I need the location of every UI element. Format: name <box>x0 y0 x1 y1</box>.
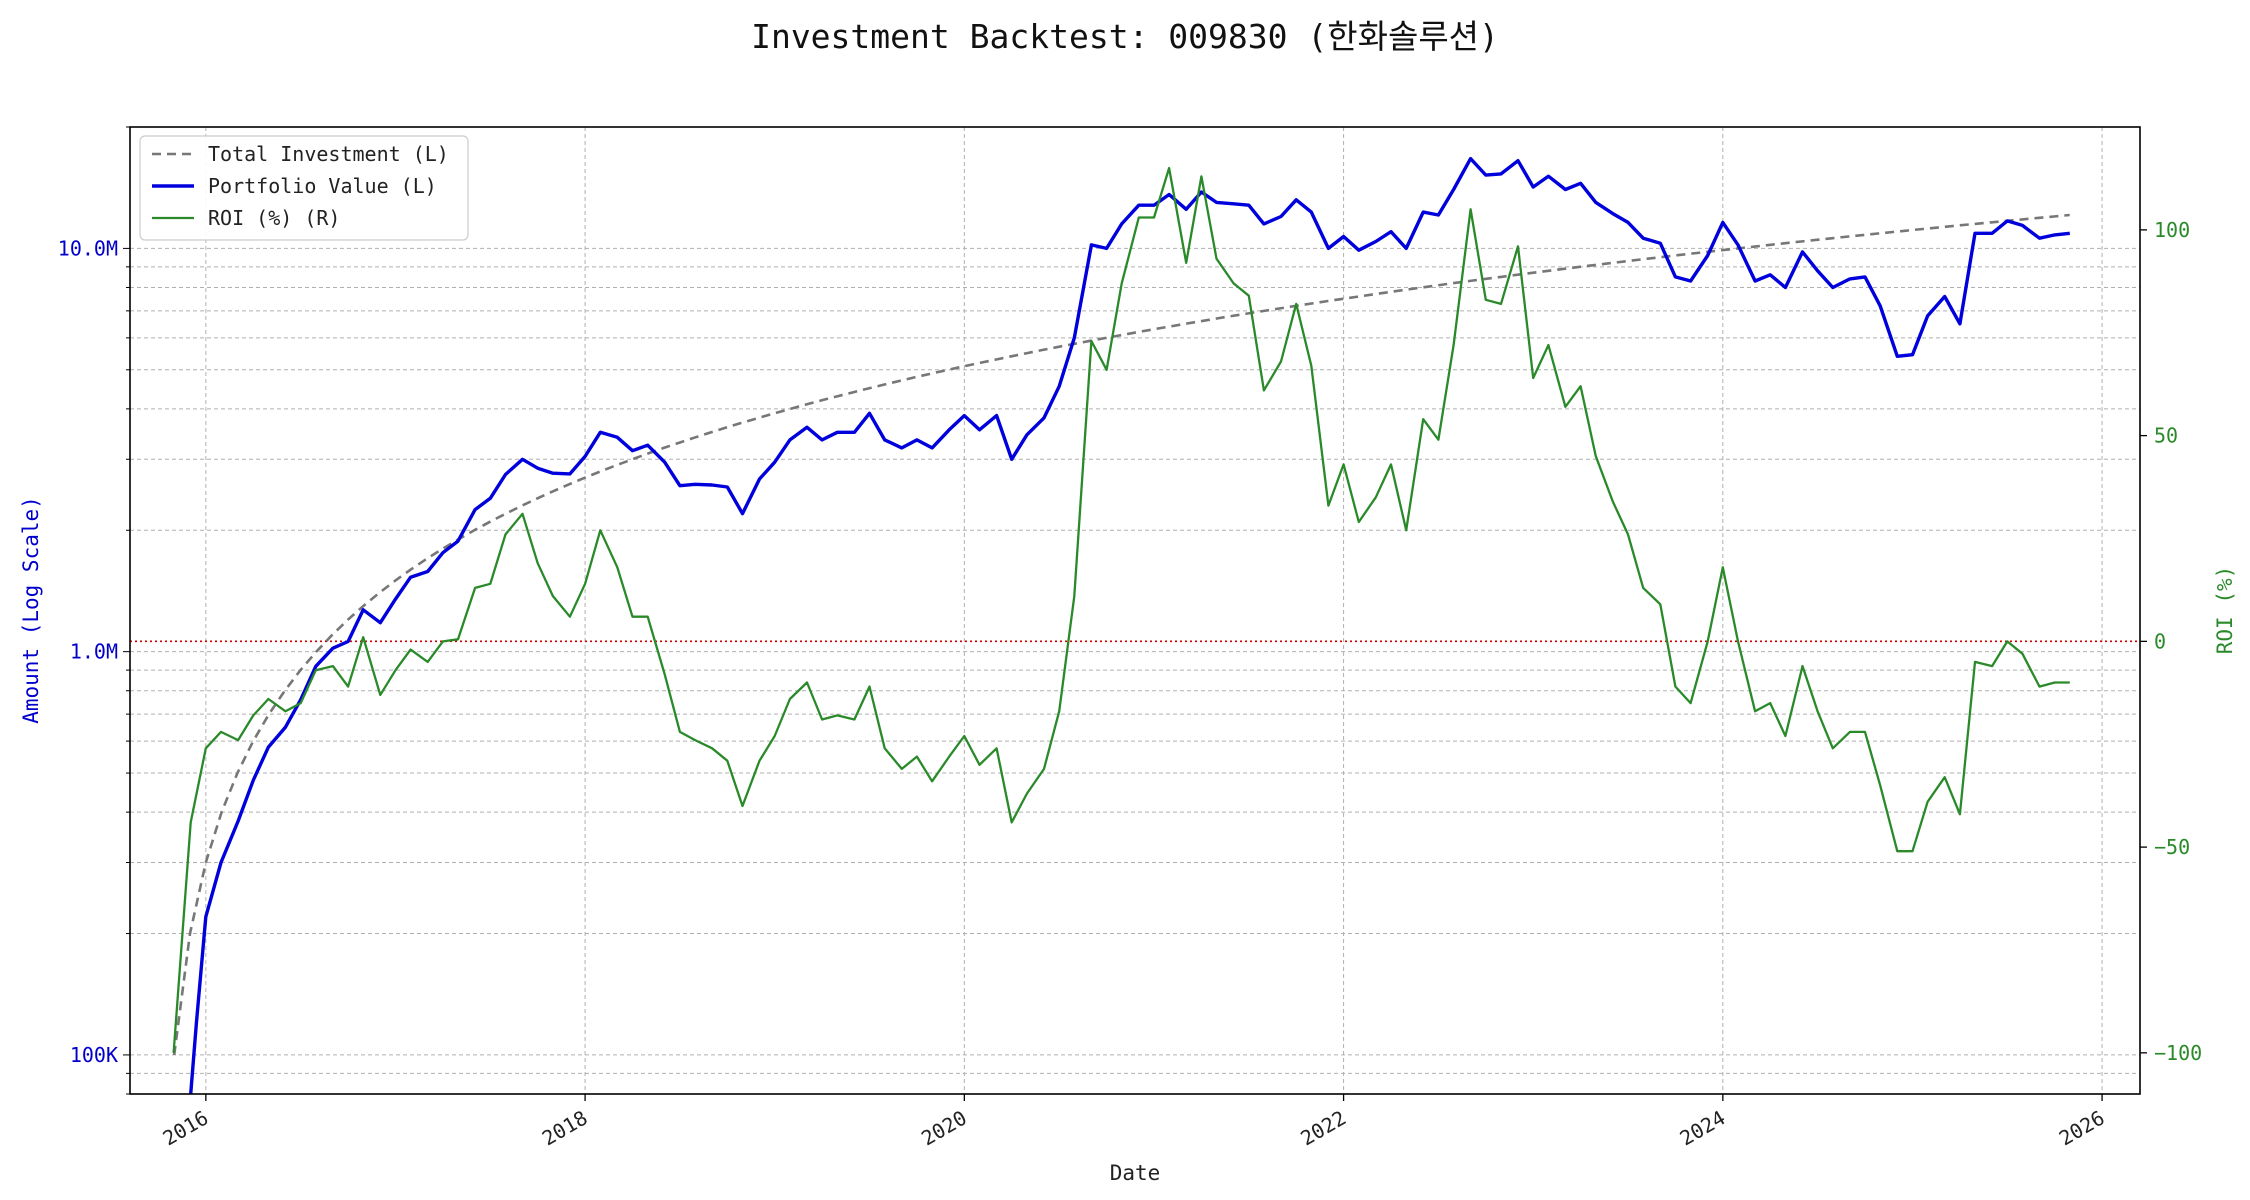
legend-box <box>139 135 469 241</box>
y-right-tick-label: 0 <box>2154 629 2166 653</box>
y-left-tick-label: 10.0M <box>58 236 118 260</box>
series-line-2 <box>172 166 2070 1053</box>
y-right-tick-label: −50 <box>2154 835 2190 859</box>
legend-label: Total Investment (L) <box>208 142 449 166</box>
axis-ticks: 2016 2018 2020 2022 2024 2026 100K 1.0M 10.0M −10… <box>58 126 2202 1151</box>
y-right-tick-label: 100 <box>2154 218 2190 242</box>
legend-label: ROI (%) (R) <box>208 206 340 230</box>
legend: Total Investment (L) Portfolio Value (L) R… <box>139 135 469 241</box>
x-tick-label: 2024 <box>1676 1106 1730 1151</box>
y-left-tick-label: 100K <box>70 1043 118 1067</box>
x-tick-label: 2016 <box>159 1106 213 1151</box>
y-right-tick-label: −100 <box>2154 1041 2202 1065</box>
series-lines <box>172 156 2070 1095</box>
y-right-tick-label: 50 <box>2154 424 2178 448</box>
y-left-tick-label: 1.0M <box>70 640 118 664</box>
series-line-0 <box>172 213 2070 1056</box>
y-axis-left-label: Amount (Log Scale) <box>19 496 43 724</box>
chart-title: Investment Backtest: 009830 (한화솔루션) <box>751 17 1499 56</box>
x-tick-label: 2022 <box>1296 1106 1350 1151</box>
x-tick-label: 2020 <box>917 1106 971 1151</box>
plot-frame <box>129 126 2141 1095</box>
x-tick-label: 2018 <box>538 1106 592 1151</box>
x-axis-label: Date <box>1110 1161 1161 1185</box>
y-axis-right-label: ROI (%) <box>2213 566 2237 655</box>
legend-label: Portfolio Value (L) <box>208 174 437 198</box>
x-tick-label: 2026 <box>2055 1106 2109 1151</box>
grid-lines <box>130 126 2140 1095</box>
series-line-1 <box>189 156 2070 1095</box>
